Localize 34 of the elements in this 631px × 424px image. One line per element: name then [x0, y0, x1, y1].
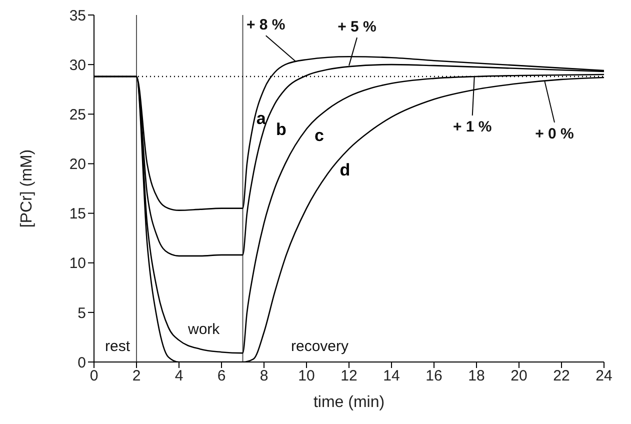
y-tick-label: 0 [78, 354, 86, 372]
annotation: + 8 % [246, 16, 286, 34]
x-tick-label: 16 [426, 368, 442, 385]
x-tick-label: 14 [383, 368, 400, 385]
y-tick-label: 5 [78, 304, 86, 322]
y-axis-title: [PCr] (mM) [18, 149, 36, 228]
x-tick-label: 10 [298, 368, 315, 385]
series-label: d [340, 160, 350, 180]
y-tick-label: 25 [69, 106, 86, 124]
annotation: work [188, 321, 220, 338]
x-tick-label: 6 [217, 368, 226, 385]
x-tick-label: 20 [510, 368, 528, 385]
series-label: b [276, 120, 286, 140]
x-tick-label: 18 [468, 368, 485, 385]
x-tick-label: 22 [553, 368, 570, 385]
annotation: + 5 % [338, 18, 376, 36]
annotation: + 1 % [452, 118, 492, 136]
x-tick-label: 2 [132, 368, 141, 385]
y-tick-label: 30 [69, 56, 86, 74]
annotation: rest [105, 338, 130, 355]
x-tick-label: 0 [90, 368, 98, 385]
series-label: a [256, 109, 266, 128]
x-axis-title: time (min) [313, 394, 385, 411]
y-tick-label: 15 [69, 206, 86, 223]
x-tick-label: 24 [596, 368, 612, 385]
series-label: c [314, 126, 324, 146]
x-tick-label: 4 [174, 368, 184, 385]
x-tick-label: 8 [260, 368, 268, 385]
annotation: recovery [291, 338, 349, 355]
y-tick-label: 10 [69, 255, 86, 272]
y-tick-label: 35 [69, 7, 86, 24]
y-tick-label: 20 [69, 156, 86, 174]
x-tick-label: 12 [340, 368, 358, 385]
annotation: + 0 % [535, 125, 574, 142]
